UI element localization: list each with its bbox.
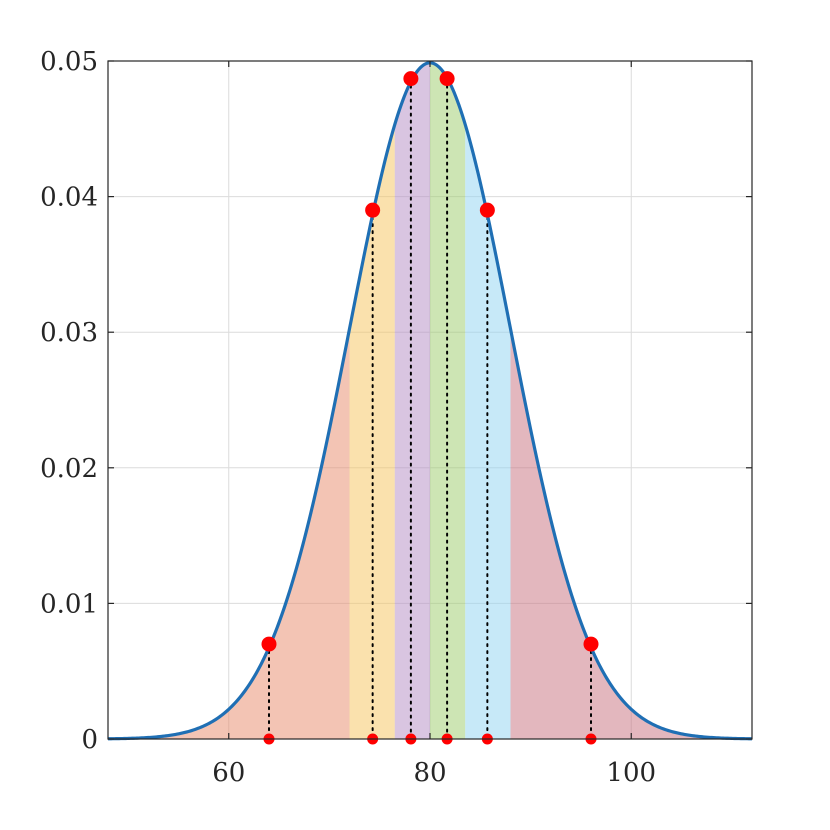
y-tick-label: 0.02 bbox=[40, 454, 98, 484]
shaded-bands bbox=[108, 62, 752, 740]
band-1 bbox=[108, 328, 350, 739]
curve-point-2 bbox=[365, 202, 381, 218]
curve-point-5 bbox=[479, 202, 495, 218]
x-tick-labels: 60 80 100 bbox=[212, 758, 656, 788]
band-6 bbox=[510, 328, 752, 739]
y-tick-label: 0.05 bbox=[40, 47, 98, 77]
x-tick-label: 100 bbox=[606, 758, 656, 788]
y-tick-label: 0 bbox=[81, 725, 98, 755]
curve-point-3 bbox=[403, 71, 419, 87]
ticks bbox=[108, 60, 752, 740]
x-tick-label: 80 bbox=[413, 758, 446, 788]
band-3 bbox=[394, 62, 430, 740]
y-tick-label: 0.03 bbox=[40, 318, 98, 348]
y-tick-label: 0.04 bbox=[40, 183, 98, 213]
curve-point-1 bbox=[261, 636, 277, 652]
y-tick-label: 0.01 bbox=[40, 589, 98, 619]
x-tick-label: 60 bbox=[212, 758, 245, 788]
curve-point-4 bbox=[439, 71, 455, 87]
y-tick-labels: 0 0.01 0.02 0.03 0.04 0.05 bbox=[40, 47, 98, 755]
curve-point-6 bbox=[583, 636, 599, 652]
drop-lines bbox=[268, 77, 592, 740]
